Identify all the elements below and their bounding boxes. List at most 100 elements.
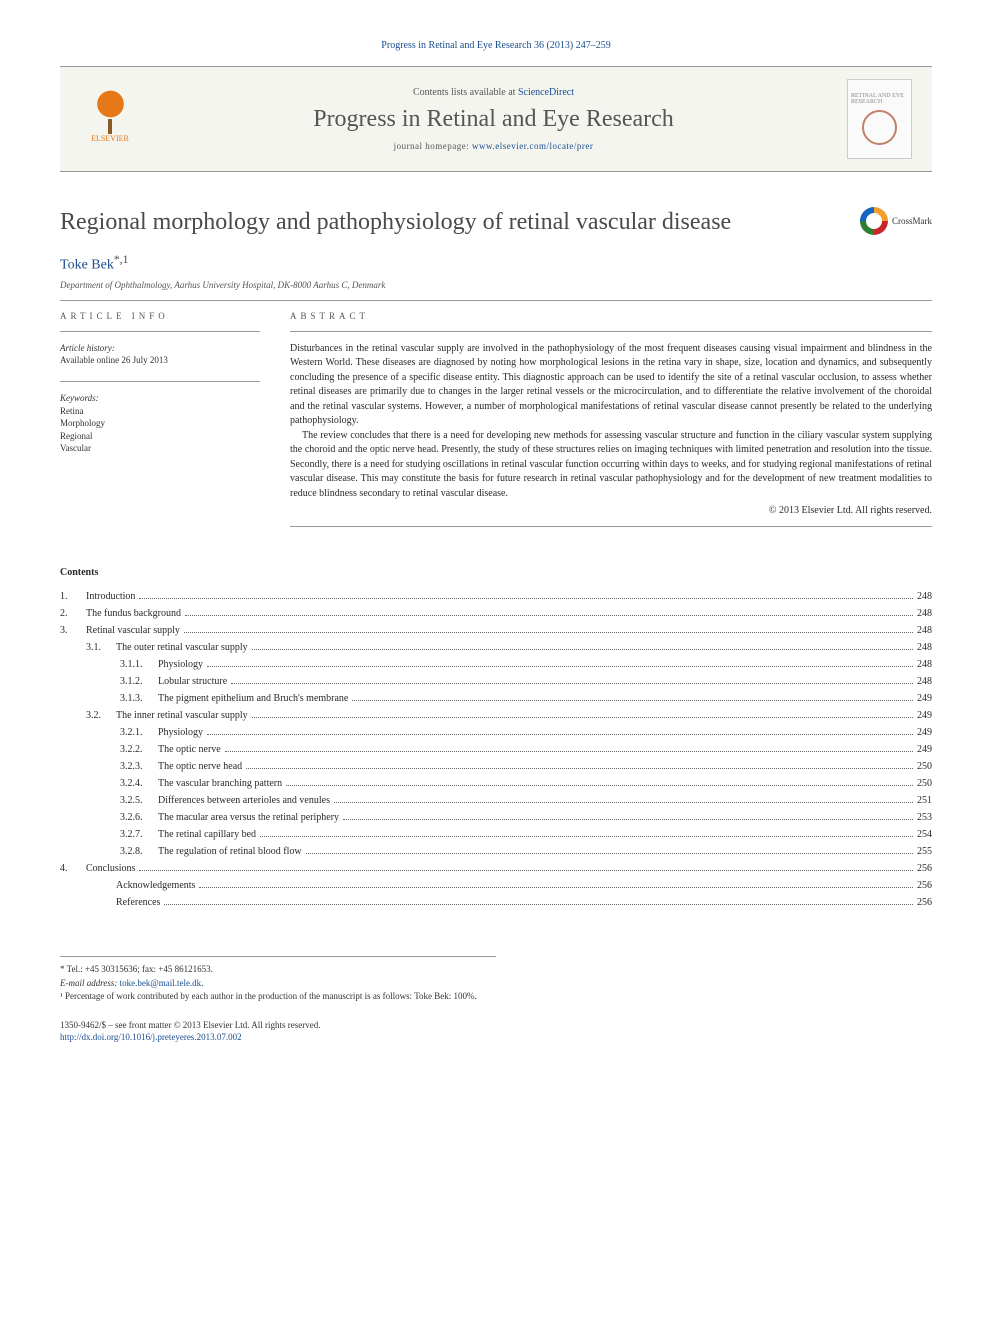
toc-number: 3.2.1.: [120, 724, 158, 741]
toc-page: 256: [917, 860, 932, 877]
toc-row[interactable]: 3.2.6.The macular area versus the retina…: [60, 809, 932, 826]
divider: [60, 300, 932, 301]
footer-copyright: 1350-9462/$ – see front matter © 2013 El…: [60, 1019, 932, 1032]
toc-page: 251: [917, 792, 932, 809]
toc-dots: [343, 819, 913, 820]
toc-row[interactable]: 1.Introduction 248: [60, 588, 932, 605]
contents-heading: Contents: [60, 567, 932, 578]
toc-row[interactable]: 3.2.4.The vascular branching pattern 250: [60, 775, 932, 792]
citation: Progress in Retinal and Eye Research 36 …: [60, 40, 932, 51]
toc-dots: [199, 887, 913, 888]
keyword: Retina: [60, 405, 260, 418]
toc-page: 250: [917, 758, 932, 775]
toc-label: The macular area versus the retinal peri…: [158, 809, 339, 826]
contents-available: Contents lists available at ScienceDirec…: [160, 87, 827, 98]
footnote-correspondence: * Tel.: +45 30315636; fax: +45 86121653.: [60, 963, 496, 977]
publisher-name: ELSEVIER: [91, 134, 129, 143]
toc-page: 249: [917, 724, 932, 741]
toc-row[interactable]: 3.2.8.The regulation of retinal blood fl…: [60, 843, 932, 860]
article-title: Regional morphology and pathophysiology …: [60, 207, 840, 238]
toc-label: References: [116, 894, 160, 911]
table-of-contents: 1.Introduction 2482.The fundus backgroun…: [60, 588, 932, 911]
homepage-link[interactable]: www.elsevier.com/locate/prer: [472, 141, 593, 151]
footnotes: * Tel.: +45 30315636; fax: +45 86121653.…: [60, 956, 496, 1004]
toc-number: 3.1.2.: [120, 673, 158, 690]
elsevier-tree-icon: [88, 84, 133, 134]
toc-page: 255: [917, 843, 932, 860]
toc-row[interactable]: 3.1.The outer retinal vascular supply 24…: [60, 639, 932, 656]
footnote-contribution: ¹ Percentage of work contributed by each…: [60, 990, 496, 1004]
toc-dots: [246, 768, 913, 769]
toc-row[interactable]: References 256: [60, 894, 932, 911]
toc-row[interactable]: 3.2.1.Physiology 249: [60, 724, 932, 741]
toc-number: 2.: [60, 605, 86, 622]
toc-row[interactable]: Acknowledgements 256: [60, 877, 932, 894]
sciencedirect-link[interactable]: ScienceDirect: [518, 87, 574, 98]
history-value: Available online 26 July 2013: [60, 354, 260, 367]
divider: [60, 331, 260, 332]
cover-ring-icon: [862, 110, 897, 145]
abstract-p1: Disturbances in the retinal vascular sup…: [290, 342, 932, 429]
doi-link[interactable]: http://dx.doi.org/10.1016/j.preteyeres.2…: [60, 1032, 242, 1042]
toc-number: 3.1.1.: [120, 656, 158, 673]
divider: [290, 526, 932, 527]
divider: [60, 381, 260, 382]
footer: 1350-9462/$ – see front matter © 2013 El…: [60, 1019, 932, 1044]
keyword: Vascular: [60, 442, 260, 455]
journal-header: ELSEVIER Contents lists available at Sci…: [60, 66, 932, 172]
info-abstract-row: ARTICLE INFO Article history: Available …: [60, 311, 932, 538]
toc-page: 248: [917, 622, 932, 639]
toc-dots: [334, 802, 913, 803]
toc-row[interactable]: 3.2.5.Differences between arterioles and…: [60, 792, 932, 809]
email-link[interactable]: toke.bek@mail.tele.dk: [120, 978, 202, 988]
author-line: Toke Bek*,1: [60, 253, 932, 274]
toc-page: 248: [917, 605, 932, 622]
toc-label: The fundus background: [86, 605, 181, 622]
toc-dots: [252, 649, 913, 650]
toc-number: 3.2.3.: [120, 758, 158, 775]
toc-row[interactable]: 3.1.2.Lobular structure 248: [60, 673, 932, 690]
toc-page: 248: [917, 656, 932, 673]
toc-label: The retinal capillary bed: [158, 826, 256, 843]
toc-row[interactable]: 3.Retinal vascular supply 248: [60, 622, 932, 639]
abstract-p2: The review concludes that there is a nee…: [290, 429, 932, 502]
toc-dots: [352, 700, 913, 701]
toc-row[interactable]: 3.1.1.Physiology 248: [60, 656, 932, 673]
toc-number: 3.2.4.: [120, 775, 158, 792]
info-heading: ARTICLE INFO: [60, 311, 260, 321]
toc-dots: [252, 717, 913, 718]
abstract-text: Disturbances in the retinal vascular sup…: [290, 342, 932, 502]
toc-label: Differences between arterioles and venul…: [158, 792, 330, 809]
toc-page: 254: [917, 826, 932, 843]
abstract-heading: ABSTRACT: [290, 311, 932, 321]
crossmark-icon: [860, 207, 888, 235]
email-label: E-mail address:: [60, 978, 117, 988]
toc-number: 3.2.: [86, 707, 116, 724]
toc-number: 3.2.2.: [120, 741, 158, 758]
toc-dots: [139, 598, 913, 599]
keywords-label: Keywords:: [60, 392, 260, 405]
toc-row[interactable]: 3.2.7.The retinal capillary bed 254: [60, 826, 932, 843]
toc-row[interactable]: 3.1.3.The pigment epithelium and Bruch's…: [60, 690, 932, 707]
toc-page: 253: [917, 809, 932, 826]
toc-label: Physiology: [158, 724, 203, 741]
toc-row[interactable]: 3.2.2.The optic nerve 249: [60, 741, 932, 758]
keywords-block: Keywords: Retina Morphology Regional Vas…: [60, 392, 260, 455]
toc-number: 3.2.8.: [120, 843, 158, 860]
toc-row[interactable]: 4.Conclusions 256: [60, 860, 932, 877]
toc-label: Acknowledgements: [116, 877, 195, 894]
abstract: ABSTRACT Disturbances in the retinal vas…: [290, 311, 932, 538]
toc-label: The vascular branching pattern: [158, 775, 282, 792]
toc-row[interactable]: 2.The fundus background 248: [60, 605, 932, 622]
toc-page: 248: [917, 639, 932, 656]
crossmark-badge[interactable]: CrossMark: [860, 207, 932, 235]
toc-label: Lobular structure: [158, 673, 227, 690]
elsevier-logo: ELSEVIER: [80, 84, 140, 154]
toc-row[interactable]: 3.2.The inner retinal vascular supply 24…: [60, 707, 932, 724]
toc-page: 249: [917, 690, 932, 707]
toc-row[interactable]: 3.2.3.The optic nerve head 250: [60, 758, 932, 775]
toc-number: 3.2.7.: [120, 826, 158, 843]
toc-page: 248: [917, 588, 932, 605]
author-name[interactable]: Toke Bek: [60, 258, 114, 273]
toc-label: The inner retinal vascular supply: [116, 707, 248, 724]
